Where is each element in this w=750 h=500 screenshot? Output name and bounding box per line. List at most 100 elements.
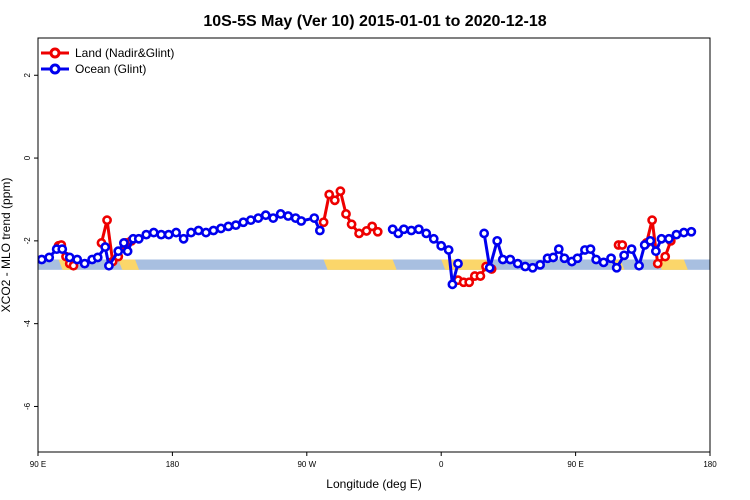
- data-point: [421, 228, 432, 239]
- data-point: [527, 262, 538, 273]
- y-tick-label: -4: [23, 320, 32, 328]
- data-point: [230, 220, 241, 231]
- data-point: [453, 258, 463, 269]
- y-axis-label: XCO2 - MLO trend (ppm): [0, 178, 13, 313]
- legend-ocean-label: Ocean (Glint): [75, 62, 146, 76]
- data-point: [512, 258, 523, 269]
- data-point: [318, 217, 329, 228]
- legend-land-marker: [49, 47, 61, 59]
- data-point: [208, 225, 219, 236]
- data-point: [275, 209, 286, 219]
- data-point: [652, 258, 663, 269]
- data-point: [535, 259, 546, 270]
- data-point: [64, 252, 75, 263]
- data-point: [413, 224, 424, 235]
- data-point: [283, 211, 294, 221]
- data-point: [479, 228, 490, 239]
- data-point: [559, 253, 570, 264]
- data-point: [634, 260, 644, 271]
- legend-ocean-marker: [49, 63, 61, 75]
- data-point: [398, 224, 409, 235]
- data-point: [484, 262, 495, 273]
- chart-title: 10S-5S May (Ver 10) 2015-01-01 to 2020-1…: [203, 13, 546, 30]
- plot-frame: [37, 37, 711, 453]
- data-point: [492, 235, 503, 246]
- data-point: [72, 254, 83, 265]
- data-point: [656, 233, 667, 244]
- legend-land-label: Land (Nadir&Glint): [75, 46, 174, 60]
- land-segment: [323, 259, 397, 270]
- data-point: [223, 221, 234, 232]
- data-point: [309, 213, 320, 223]
- data-point: [329, 195, 340, 206]
- series-ocean: [38, 209, 697, 290]
- data-point: [505, 254, 516, 265]
- data-point: [367, 221, 378, 232]
- legend-item-land: Land (Nadir&Glint): [41, 46, 174, 60]
- y-tick-label: -2: [23, 237, 32, 245]
- data-point: [553, 244, 564, 255]
- data-point: [163, 229, 174, 240]
- data-point: [260, 210, 271, 221]
- data-point: [245, 215, 256, 226]
- data-point: [619, 250, 630, 261]
- data-point: [447, 279, 458, 290]
- data-point: [104, 260, 114, 271]
- data-point: [617, 240, 628, 250]
- data-point: [647, 215, 658, 226]
- data-point: [178, 233, 189, 244]
- data-point: [38, 254, 47, 265]
- data-point: [428, 233, 439, 244]
- data-point: [626, 244, 637, 255]
- data-point: [678, 227, 689, 238]
- x-tick-label: 90 E: [567, 460, 583, 469]
- data-point: [314, 225, 325, 236]
- x-tick-label: 90 E: [30, 460, 46, 469]
- data-point: [113, 246, 124, 257]
- y-tick-label: 0: [23, 155, 32, 160]
- data-point: [268, 213, 279, 223]
- data-point: [372, 226, 383, 237]
- data-point: [354, 228, 364, 239]
- data-point: [475, 271, 486, 281]
- data-point: [548, 252, 559, 263]
- data-point: [171, 227, 182, 238]
- data-point: [671, 229, 682, 240]
- data-point: [497, 254, 508, 265]
- x-tick-label: 180: [166, 460, 180, 469]
- data-point: [122, 246, 133, 257]
- data-point: [406, 225, 417, 236]
- data-point: [346, 219, 357, 230]
- land-segment: [657, 259, 688, 270]
- data-point: [606, 253, 616, 264]
- data-point: [341, 209, 351, 219]
- data-point: [645, 235, 656, 246]
- data-point: [253, 213, 264, 223]
- y-tick-label: -6: [23, 402, 32, 410]
- data-point: [118, 238, 129, 248]
- series-layer: [38, 186, 697, 290]
- data-point: [591, 254, 602, 265]
- data-point: [443, 245, 454, 255]
- data-point: [156, 229, 167, 240]
- legend-item-ocean: Ocean (Glint): [41, 62, 146, 76]
- data-point: [611, 262, 622, 273]
- data-point: [201, 227, 211, 238]
- data-point: [193, 225, 204, 236]
- surface-band: [38, 259, 710, 270]
- data-point: [335, 186, 346, 197]
- y-axis: 2 0 -2 -4 -6: [23, 72, 38, 410]
- x-tick-label: 180: [703, 460, 717, 469]
- data-point: [296, 216, 307, 226]
- data-point: [520, 261, 531, 272]
- data-point: [148, 227, 159, 238]
- data-point: [79, 258, 90, 269]
- data-point: [216, 223, 226, 234]
- x-axis: 90 E 180 90 W 0 90 E 180: [30, 452, 717, 469]
- data-point: [572, 253, 583, 264]
- data-point: [141, 229, 152, 240]
- x-tick-label: 0: [439, 460, 444, 469]
- data-point: [100, 242, 111, 252]
- data-point: [464, 277, 475, 288]
